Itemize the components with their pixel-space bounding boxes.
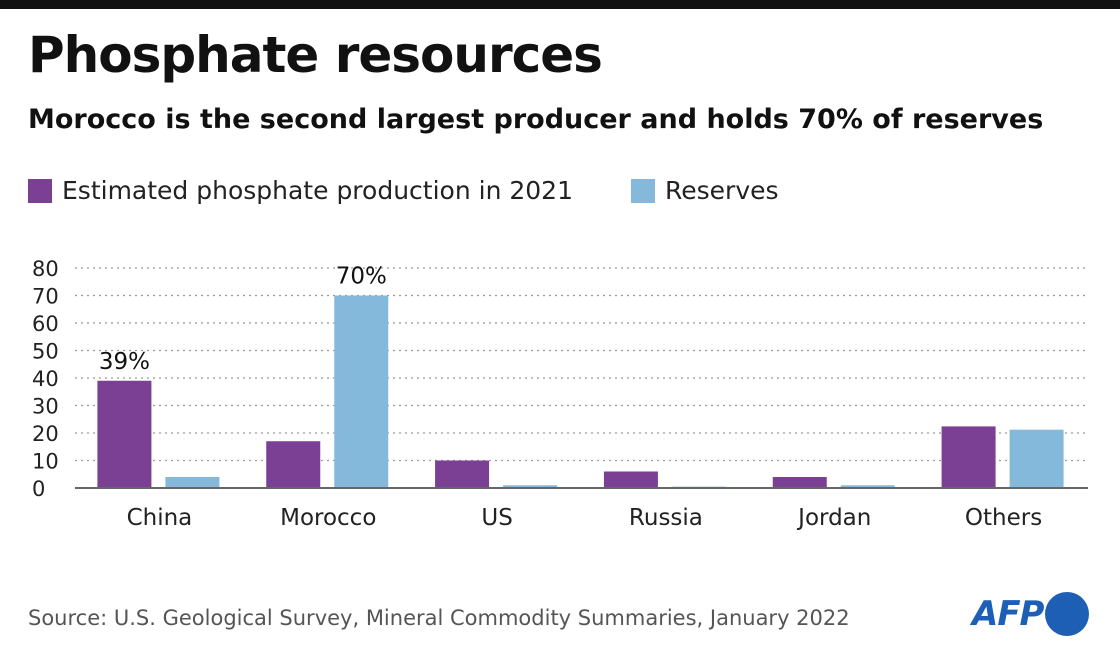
x-tick-label: Others: [965, 505, 1042, 531]
top-bar: [0, 0, 1120, 9]
x-tick-label: US: [481, 505, 512, 531]
afp-logo: AFP: [972, 592, 1090, 636]
y-tick-label: 20: [32, 422, 59, 446]
y-tick-label: 0: [32, 477, 45, 501]
legend-item-reserves: Reserves: [631, 176, 779, 205]
bar-others-production: [941, 426, 996, 488]
bar-jordan-reserves: [840, 485, 895, 488]
legend-label-reserves: Reserves: [665, 176, 779, 205]
source-note: Source: U.S. Geological Survey, Mineral …: [28, 606, 850, 630]
data-label: 39%: [99, 349, 150, 375]
bar-us-reserves: [503, 485, 558, 488]
y-tick-label: 30: [32, 395, 59, 419]
legend-item-production: Estimated phosphate production in 2021: [28, 176, 573, 205]
y-tick-label: 40: [32, 367, 59, 391]
x-tick-label: Morocco: [280, 505, 376, 531]
legend-swatch-production: [28, 178, 52, 203]
chart-title: Phosphate resources: [28, 26, 603, 84]
bar-others-reserves: [1009, 429, 1064, 488]
bar-china-reserves: [165, 477, 220, 488]
y-tick-label: 10: [32, 450, 59, 474]
bar-china-production: [97, 380, 152, 488]
bar-jordan-production: [772, 477, 827, 488]
y-tick-label: 50: [32, 340, 59, 364]
bar-us-production: [435, 460, 490, 488]
x-tick-label: Jordan: [796, 505, 871, 531]
bar-morocco-production: [266, 441, 321, 488]
legend-swatch-reserves: [631, 178, 655, 203]
chart-subtitle: Morocco is the second largest producer a…: [28, 104, 1044, 135]
bar-morocco-reserves: [334, 295, 389, 488]
y-tick-label: 70: [32, 285, 59, 309]
legend-label-production: Estimated phosphate production in 2021: [62, 176, 573, 205]
data-label: 70%: [336, 264, 387, 290]
bar-russia-production: [603, 471, 658, 488]
x-tick-label: China: [127, 505, 193, 531]
y-tick-label: 80: [32, 257, 59, 281]
legend: Estimated phosphate production in 2021 R…: [28, 176, 837, 205]
y-tick-label: 60: [32, 312, 59, 336]
x-tick-label: Russia: [629, 505, 703, 531]
